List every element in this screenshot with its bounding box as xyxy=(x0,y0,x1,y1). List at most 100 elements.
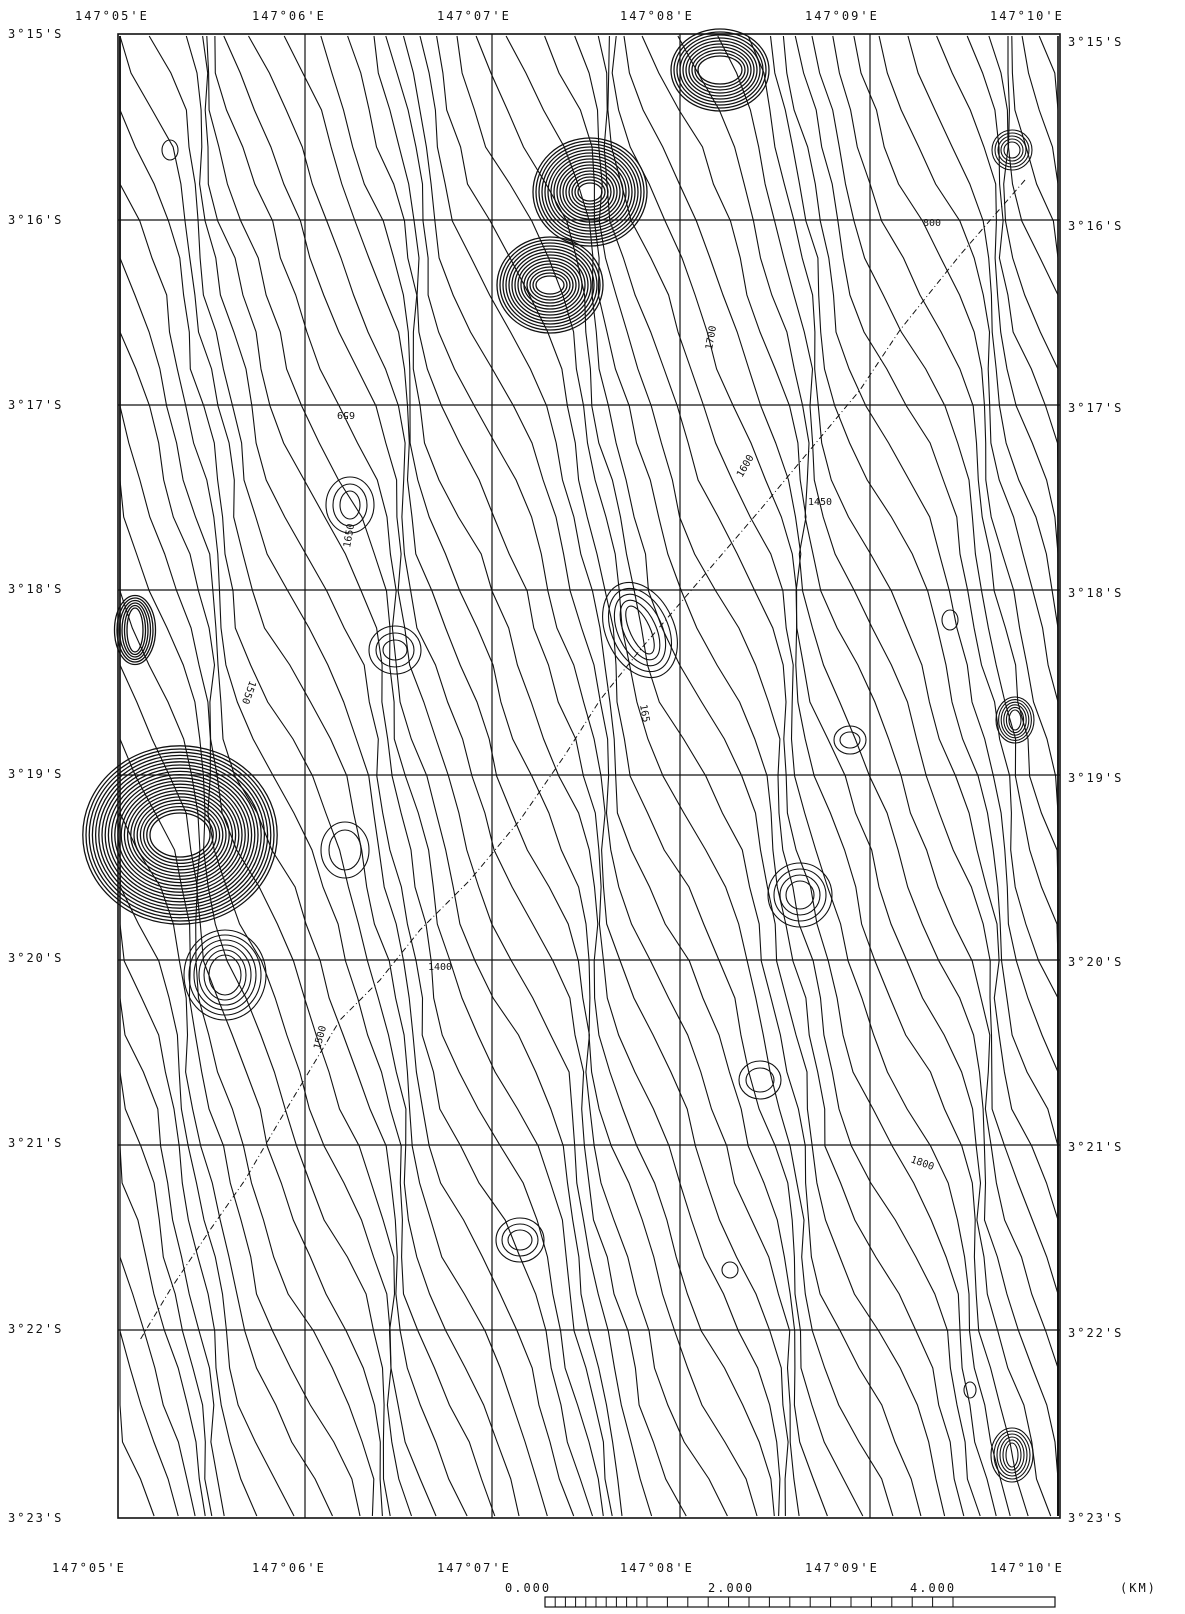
scale-unit-label: (KM) xyxy=(1120,1581,1157,1595)
contour-line xyxy=(717,35,1059,1516)
closed-contour xyxy=(541,146,639,238)
right-lat-label: 3°23'S xyxy=(1068,1511,1123,1525)
closed-contour xyxy=(511,251,589,319)
closed-contour xyxy=(107,770,253,900)
closed-contour xyxy=(993,1430,1031,1480)
closed-contour xyxy=(368,625,422,675)
closed-contour xyxy=(496,236,604,334)
contour-line xyxy=(119,36,468,1517)
contour-line xyxy=(119,36,520,1517)
contour-line xyxy=(1011,35,1059,1516)
closed-contour xyxy=(553,158,627,226)
contour-line xyxy=(402,35,800,1517)
closed-contour xyxy=(532,137,648,247)
contour-line xyxy=(385,35,789,1517)
contour-label: 1600 xyxy=(735,453,757,479)
contour-line xyxy=(607,35,1011,1517)
contour-line xyxy=(641,35,1059,1516)
left-lat-label: 3°15'S xyxy=(8,27,63,41)
closed-contour xyxy=(1000,701,1030,739)
closed-contour xyxy=(161,139,179,161)
right-lat-label: 3°22'S xyxy=(1068,1326,1123,1340)
left-lat-label: 3°21'S xyxy=(8,1136,63,1150)
bottom-longitude-labels: 147°05'E 147°06'E 147°07'E 147°08'E 147°… xyxy=(52,1561,1062,1575)
top-lon-label: 147°06'E xyxy=(252,9,326,23)
scale-ticks xyxy=(544,1597,954,1607)
closed-contour xyxy=(508,248,592,322)
contour-lines xyxy=(119,35,1059,1517)
closed-contour xyxy=(146,809,214,861)
ship-track xyxy=(139,179,1026,1341)
closed-contour xyxy=(126,607,144,653)
contour-label: 1700 xyxy=(704,325,719,351)
closed-contour xyxy=(339,490,361,520)
closed-contour xyxy=(767,862,833,928)
closed-contour xyxy=(990,1427,1034,1483)
closed-contour xyxy=(682,40,758,100)
contour-line xyxy=(119,36,361,1517)
left-lat-label: 3°16'S xyxy=(8,213,63,227)
contour-line xyxy=(119,36,496,1517)
closed-contour xyxy=(559,164,621,220)
left-lat-label: 3°23'S xyxy=(8,1511,63,1525)
closed-contour xyxy=(602,581,678,679)
closed-contour xyxy=(613,593,667,667)
closed-contour xyxy=(116,597,154,663)
contour-line xyxy=(782,35,1059,1516)
contour-label: 1500 xyxy=(312,1025,329,1051)
closed-contour xyxy=(779,874,821,916)
top-longitude-labels: 147°05'E 147°06'E 147°07'E 147°08'E 147°… xyxy=(75,9,1062,23)
map-frame xyxy=(117,33,1061,1519)
top-lon-label: 147°09'E xyxy=(805,9,879,23)
scale-label-2: 2.000 xyxy=(708,1581,754,1595)
contour-line xyxy=(320,35,758,1517)
contour-label: 1450 xyxy=(808,497,832,508)
closed-contour xyxy=(203,949,247,1001)
closed-contour xyxy=(91,754,269,916)
contour-line xyxy=(214,35,623,1517)
closed-contour xyxy=(1002,1439,1022,1471)
left-lat-label: 3°18'S xyxy=(8,582,63,596)
closed-contour xyxy=(833,725,867,755)
closed-contour xyxy=(574,179,606,205)
closed-contour xyxy=(198,944,252,1006)
closed-contour xyxy=(577,182,603,202)
top-lon-label: 147°07'E xyxy=(437,9,511,23)
closed-contour xyxy=(685,43,755,97)
closed-contour xyxy=(745,1067,775,1093)
contour-line xyxy=(677,35,1059,1516)
closed-contour xyxy=(520,260,580,310)
closed-contour xyxy=(625,605,655,655)
closed-contour xyxy=(547,152,633,232)
closed-contour xyxy=(941,609,959,631)
closed-contour xyxy=(495,1217,545,1263)
closed-contour xyxy=(149,812,211,858)
closed-contour xyxy=(1005,1442,1019,1468)
left-latitude-labels: 3°15'S 3°16'S 3°17'S 3°18'S 3°19'S 3°20'… xyxy=(8,27,63,1525)
closed-contour xyxy=(538,143,642,241)
scale-bar: 0.000 2.000 4.000 (KM) xyxy=(505,1581,1157,1608)
closed-contour xyxy=(104,767,256,903)
closed-contour xyxy=(85,748,275,922)
closed-contour xyxy=(532,272,568,298)
contour-line xyxy=(419,35,828,1517)
bottom-lon-label: 147°05'E xyxy=(52,1561,126,1575)
top-lon-label: 147°08'E xyxy=(620,9,694,23)
closed-contour xyxy=(562,167,618,217)
track-line xyxy=(139,179,1026,1341)
closed-contour xyxy=(721,1261,739,1279)
closed-contour xyxy=(544,149,636,235)
closed-contour xyxy=(382,639,408,661)
closed-contour xyxy=(139,802,221,868)
contour-label: 165 xyxy=(637,704,651,724)
closed-contour xyxy=(688,46,752,94)
closed-contour xyxy=(994,132,1030,168)
closed-contour xyxy=(673,31,767,109)
closed-contour xyxy=(332,483,368,527)
contour-line xyxy=(283,35,728,1517)
contour-line xyxy=(223,35,653,1517)
closed-contour xyxy=(514,254,586,316)
scale-label-4: 4.000 xyxy=(910,1581,956,1595)
closed-contour xyxy=(535,140,645,244)
